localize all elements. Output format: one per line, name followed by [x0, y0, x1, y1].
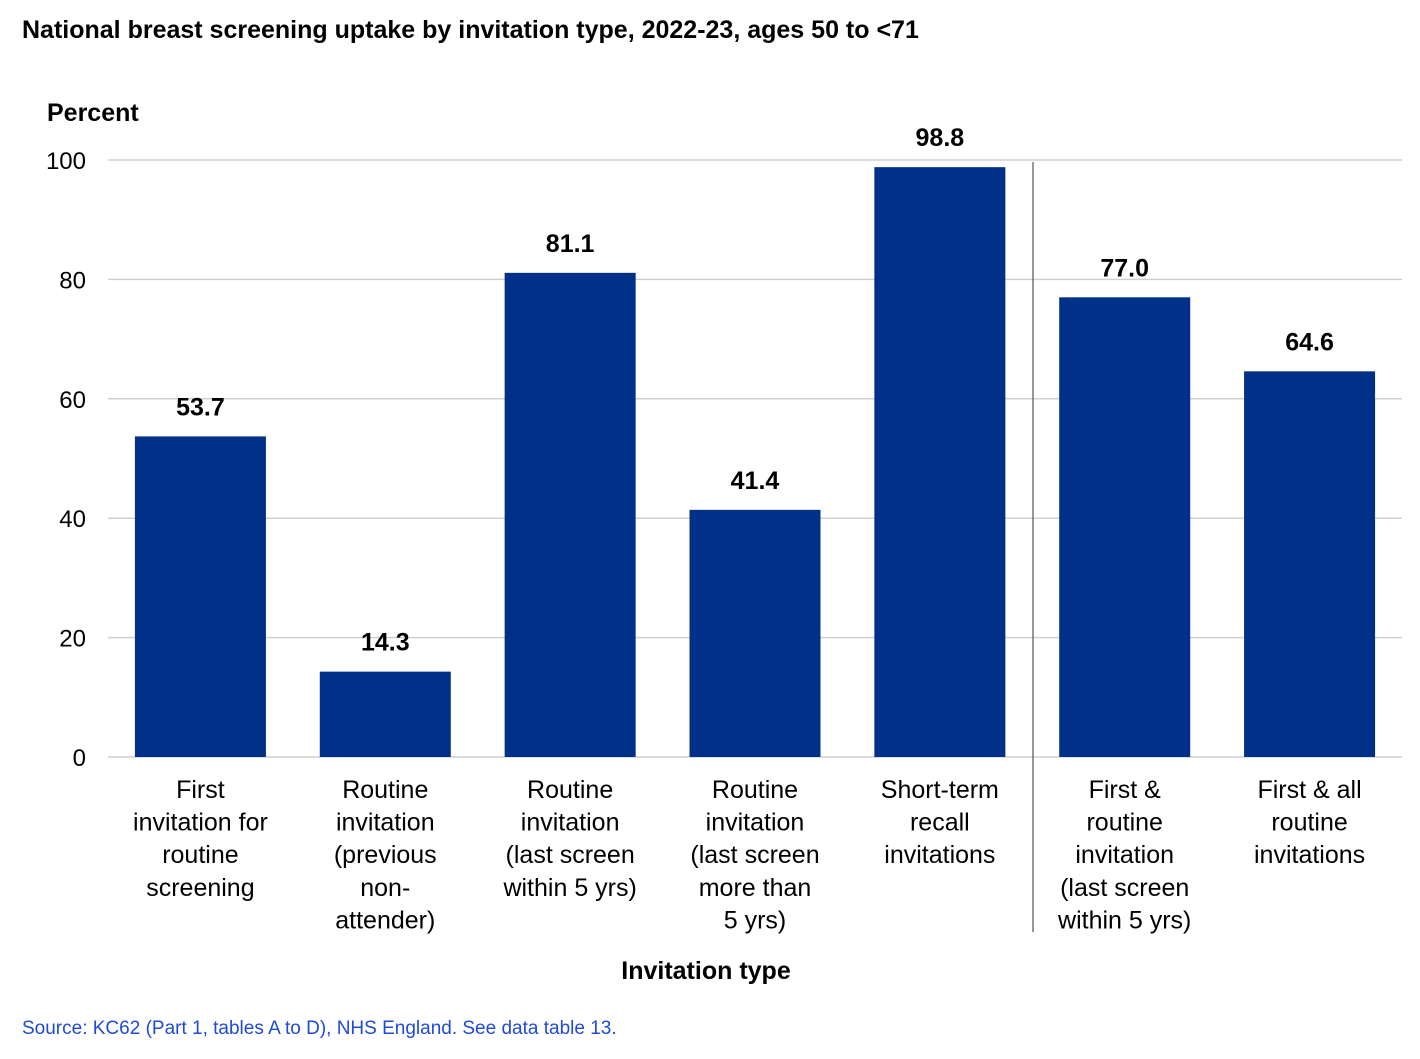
x-tick-label: more than	[699, 874, 812, 902]
bar	[319, 671, 451, 757]
x-tick-label: First	[176, 776, 225, 804]
y-tick-label: 80	[59, 267, 86, 294]
x-tick-label: screening	[146, 874, 254, 902]
x-tick-label: (last screen	[690, 841, 819, 869]
data-label: 64.6	[1285, 328, 1334, 356]
x-axis-label: Invitation type	[621, 957, 791, 985]
y-axis-ticks: 0 20 40 60 80 100	[46, 148, 86, 772]
bar	[134, 436, 266, 757]
data-label: 77.0	[1100, 254, 1149, 282]
bar	[1059, 297, 1191, 757]
x-tick-label: Short-term	[881, 776, 999, 804]
x-tick-label: within 5 yrs)	[502, 874, 636, 902]
x-tick-label: First & all	[1257, 776, 1361, 804]
bar	[504, 272, 636, 757]
bar	[689, 509, 821, 757]
x-tick-label: routine	[162, 841, 238, 869]
x-tick-label: recall	[910, 809, 970, 837]
y-tick-label: 60	[59, 387, 86, 414]
bars	[134, 167, 1376, 757]
x-tick-label: invitations	[884, 841, 995, 869]
source-note: Source: KC62 (Part 1, tables A to D), NH…	[22, 1018, 617, 1039]
category-labels: First invitation for routine screening Routi…	[133, 776, 1365, 934]
data-label: 41.4	[731, 467, 780, 495]
bar	[874, 167, 1006, 757]
x-tick-label: (previous	[334, 841, 437, 869]
x-tick-label: invitation	[706, 809, 805, 837]
x-tick-label: invitation for	[133, 809, 268, 837]
x-tick-label: invitation	[1075, 841, 1174, 869]
data-label: 14.3	[361, 629, 410, 657]
x-tick-label: (last screen	[506, 841, 635, 869]
y-tick-label: 100	[46, 148, 86, 175]
x-tick-label: non-	[360, 874, 410, 902]
data-label: 53.7	[176, 393, 225, 421]
y-tick-label: 40	[59, 506, 86, 533]
y-axis-label: Percent	[47, 99, 139, 127]
x-tick-label: (last screen	[1060, 874, 1189, 902]
data-labels: 53.7 14.3 81.1 41.4 98.8 77.0 64.6	[176, 124, 1334, 656]
x-tick-label: Routine	[527, 776, 613, 804]
y-tick-label: 20	[59, 626, 86, 653]
y-tick-label: 0	[73, 745, 86, 772]
x-tick-label: within 5 yrs)	[1057, 906, 1191, 934]
x-tick-label: invitation	[521, 809, 620, 837]
chart-title: National breast screening uptake by invi…	[22, 16, 919, 44]
bar	[1244, 371, 1376, 757]
x-tick-label: routine	[1086, 809, 1162, 837]
data-label: 81.1	[546, 230, 595, 258]
x-tick-label: attender)	[335, 906, 435, 934]
x-tick-label: Routine	[712, 776, 798, 804]
x-tick-label: routine	[1271, 809, 1347, 837]
x-tick-label: First &	[1089, 776, 1162, 804]
x-tick-label: invitation	[336, 809, 435, 837]
x-tick-label: Routine	[342, 776, 428, 804]
x-tick-label: 5 yrs)	[724, 906, 787, 934]
data-label: 98.8	[916, 124, 965, 152]
x-tick-label: invitations	[1254, 841, 1365, 869]
